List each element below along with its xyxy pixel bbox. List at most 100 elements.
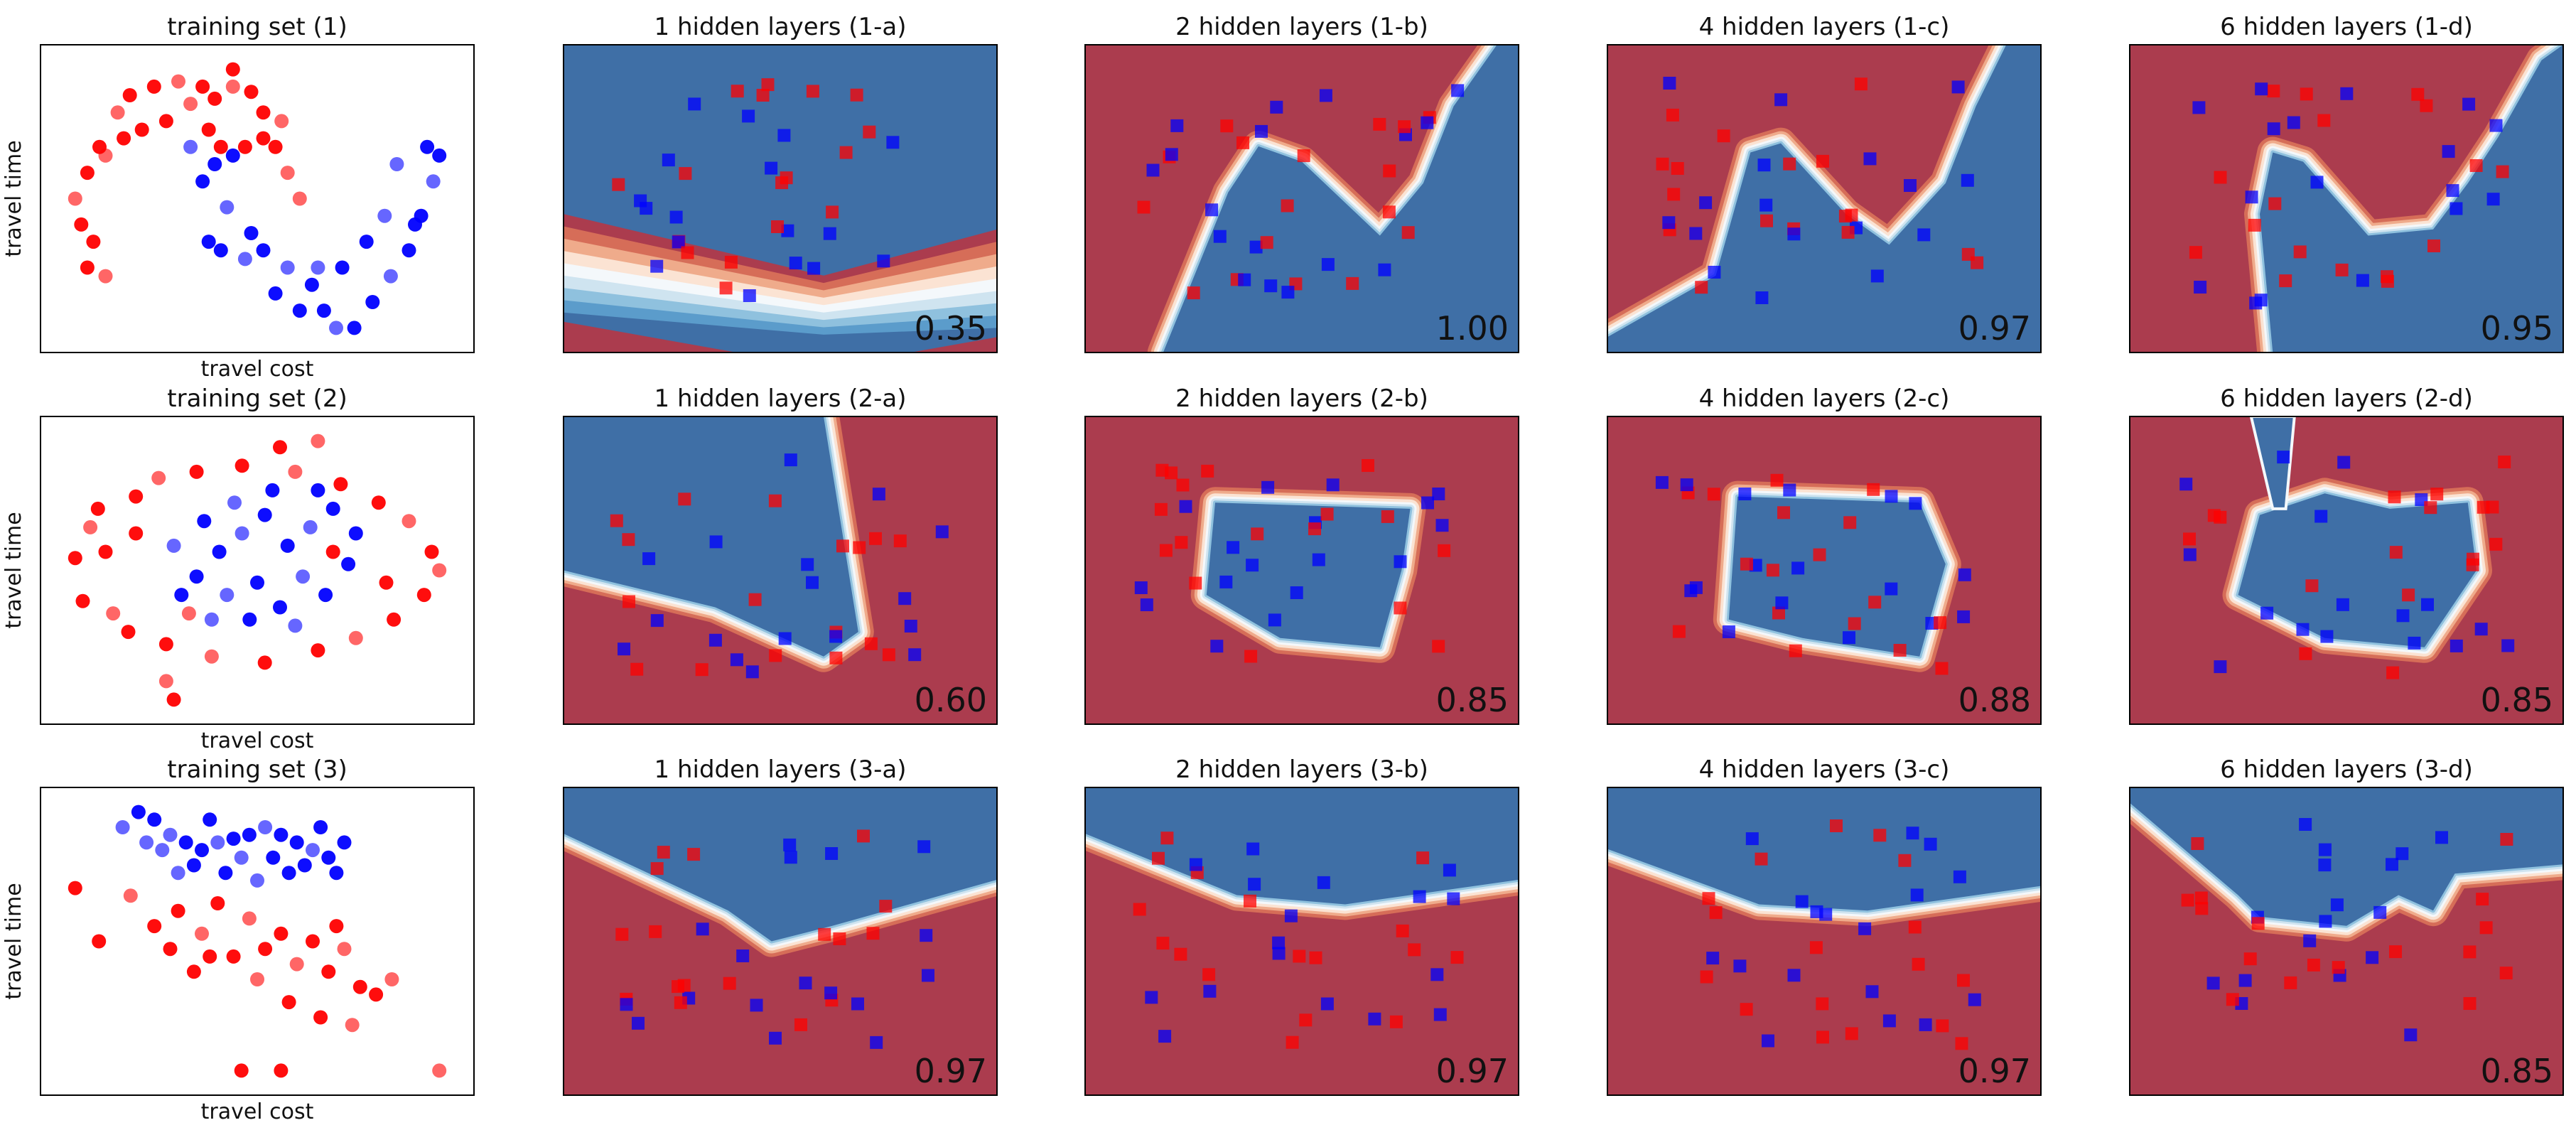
data-point — [756, 89, 770, 102]
data-point — [74, 217, 89, 232]
data-point — [2179, 478, 2193, 491]
data-point — [1868, 596, 1882, 609]
data-point — [869, 532, 882, 545]
data-point — [2463, 945, 2477, 959]
data-point — [2303, 934, 2317, 947]
data-point — [1249, 240, 1263, 254]
data-point — [1320, 997, 1334, 1011]
data-point — [1238, 273, 1251, 286]
data-point — [1270, 100, 1283, 114]
data-point — [1201, 464, 1214, 478]
data-point — [2299, 818, 2312, 831]
data-point — [2389, 546, 2403, 559]
data-point — [1789, 644, 1802, 657]
data-point — [313, 1010, 328, 1025]
data-point — [2396, 847, 2409, 861]
data-point — [2450, 639, 2463, 652]
axes-frame — [1084, 44, 1519, 353]
data-point — [743, 289, 756, 302]
data-point — [329, 321, 343, 335]
data-point — [281, 995, 296, 1010]
data-point — [1281, 286, 1295, 299]
data-point — [115, 820, 130, 834]
data-point — [1766, 564, 1779, 577]
subplot-title: training set (1) — [167, 13, 347, 41]
data-point — [2189, 246, 2202, 259]
data-point — [1251, 527, 1264, 541]
data-point — [178, 835, 193, 850]
data-point — [1137, 200, 1150, 214]
axes-frame — [40, 416, 475, 725]
data-point — [1813, 548, 1826, 561]
data-point — [818, 927, 831, 941]
data-point — [857, 829, 870, 843]
data-point — [620, 998, 633, 1011]
data-point — [1848, 617, 1861, 630]
data-point — [1667, 188, 1681, 201]
data-point — [719, 281, 733, 295]
data-point — [695, 663, 708, 677]
data-point — [882, 648, 895, 662]
data-point — [1159, 544, 1173, 557]
data-point — [250, 972, 264, 986]
data-point — [799, 976, 812, 990]
data-point — [2296, 623, 2310, 636]
data-point — [1722, 625, 1735, 638]
data-point — [2307, 958, 2320, 972]
decision-surface — [564, 787, 997, 1095]
data-point — [780, 171, 793, 185]
data-point — [86, 235, 101, 249]
data-point — [1898, 854, 1912, 867]
accuracy-label: 0.95 — [2481, 309, 2553, 348]
accuracy-label: 0.97 — [1436, 1052, 1509, 1090]
data-point — [201, 122, 216, 137]
data-point — [630, 662, 644, 676]
data-point — [2450, 202, 2463, 215]
data-point — [212, 544, 227, 559]
decision-surface — [2130, 787, 2563, 1095]
data-point — [426, 174, 441, 189]
data-point — [2420, 99, 2433, 112]
data-point — [2366, 951, 2379, 964]
data-point — [83, 520, 98, 534]
data-point — [158, 114, 173, 129]
data-point — [1290, 586, 1303, 599]
data-point — [1156, 937, 1170, 950]
data-point — [420, 139, 435, 154]
data-point — [1281, 199, 1294, 212]
data-point — [256, 243, 271, 258]
data-point — [1867, 483, 1880, 496]
data-point — [886, 136, 900, 149]
data-point — [1885, 582, 1898, 596]
data-point — [1219, 575, 1233, 588]
data-point — [139, 835, 154, 850]
data-point — [681, 246, 694, 259]
data-point — [171, 866, 185, 881]
data-point — [432, 563, 447, 578]
data-point — [2245, 190, 2258, 204]
data-point — [2330, 898, 2344, 912]
data-point — [1934, 616, 1947, 630]
data-point — [2421, 598, 2434, 611]
data-point — [416, 588, 431, 603]
region-blue — [2249, 416, 2296, 510]
decision-surface — [1085, 45, 1519, 353]
region-blue — [1607, 45, 2041, 353]
data-point — [1248, 878, 1261, 891]
data-point — [266, 850, 281, 865]
data-point — [235, 458, 249, 473]
data-point — [146, 79, 161, 94]
data-point — [92, 934, 107, 949]
data-point — [1346, 276, 1359, 290]
data-point — [2404, 1028, 2418, 1042]
data-point — [432, 148, 447, 163]
decision-surface — [1085, 787, 1519, 1095]
data-point — [1202, 968, 1216, 981]
data-point — [2299, 647, 2312, 660]
data-point — [765, 161, 778, 175]
data-point — [824, 986, 838, 1000]
decision-surface — [1607, 45, 2041, 353]
data-point — [2317, 114, 2331, 127]
data-point — [318, 588, 333, 603]
data-point — [98, 269, 113, 284]
